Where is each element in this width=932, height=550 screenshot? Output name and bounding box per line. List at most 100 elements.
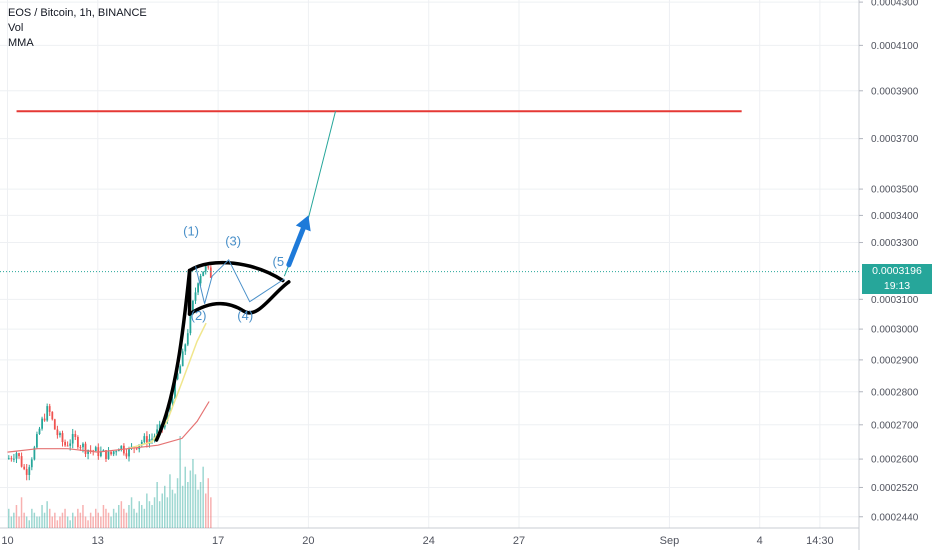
price-tick-label: 0.0003500 bbox=[871, 185, 919, 196]
price-tick-label: 0.0002800 bbox=[871, 387, 919, 398]
volume-bar bbox=[74, 516, 76, 528]
price-tick-label: 0.0002520 bbox=[871, 483, 919, 494]
volume-bar bbox=[138, 501, 140, 528]
volume-bar bbox=[128, 505, 130, 528]
candle-body bbox=[74, 434, 77, 437]
candle-body bbox=[66, 445, 69, 447]
candle-body bbox=[110, 451, 112, 455]
candle-body bbox=[94, 447, 97, 452]
candle-body bbox=[112, 451, 115, 455]
trend-curve-marker bbox=[154, 268, 192, 442]
candle-countdown-badge: 19:13 bbox=[862, 278, 932, 294]
upper-arc-marker bbox=[187, 260, 285, 283]
candle-body bbox=[146, 436, 148, 444]
volume-indicator-label[interactable]: Vol bbox=[8, 22, 24, 34]
candle-body bbox=[10, 458, 13, 460]
volume-bar bbox=[97, 512, 99, 528]
volume-bar bbox=[115, 512, 117, 528]
candle-body bbox=[197, 283, 199, 293]
price-tick-label: 0.0003300 bbox=[871, 238, 919, 249]
volume-bar bbox=[112, 508, 115, 528]
volume-bar bbox=[20, 497, 23, 528]
candle-body bbox=[174, 379, 176, 399]
volume-bar bbox=[95, 508, 97, 528]
volume-bar bbox=[120, 501, 123, 528]
elliott-waves: (1) (2) (3) (4) (5 bbox=[183, 224, 285, 323]
volume-bar bbox=[15, 505, 18, 528]
volume-bar bbox=[125, 512, 128, 528]
candle-body bbox=[20, 456, 23, 467]
volume-bar bbox=[107, 512, 110, 528]
price-tick-label: 0.0002440 bbox=[871, 512, 919, 523]
candle-body bbox=[69, 443, 72, 446]
candle-body bbox=[140, 441, 143, 445]
candle-body bbox=[79, 447, 82, 449]
candle-body bbox=[107, 451, 110, 459]
volume-bar bbox=[133, 508, 135, 528]
time-tick-label: 27 bbox=[513, 535, 525, 547]
candle-body bbox=[56, 429, 59, 436]
candle-body bbox=[28, 467, 31, 475]
time-tick-label: 14:30 bbox=[806, 535, 834, 547]
time-tick-label: Sep bbox=[660, 535, 680, 547]
volume-bar bbox=[202, 466, 204, 528]
volume-bar bbox=[64, 508, 66, 528]
candle-body bbox=[186, 333, 189, 345]
volume-bar bbox=[33, 512, 36, 528]
wave-label: (2) bbox=[191, 308, 207, 323]
candle-body bbox=[176, 373, 179, 380]
volume-bar bbox=[174, 493, 176, 528]
target-arrow-head bbox=[295, 215, 311, 232]
volume-bar bbox=[51, 516, 53, 528]
volume-bar bbox=[199, 482, 202, 528]
volume-bar bbox=[8, 508, 10, 528]
wave-path bbox=[195, 258, 285, 304]
volume-bar bbox=[210, 497, 212, 528]
volume-bar bbox=[181, 485, 184, 528]
candle-body bbox=[30, 459, 33, 468]
candle-body bbox=[38, 428, 41, 434]
candle-body bbox=[36, 434, 38, 448]
volume-bar bbox=[49, 508, 51, 528]
volume-bar bbox=[161, 493, 163, 528]
price-tick-label: 0.0002900 bbox=[871, 355, 919, 366]
volume-bar bbox=[171, 489, 174, 528]
volume-bar bbox=[82, 505, 84, 528]
volume-bar bbox=[23, 512, 25, 528]
candle-body bbox=[120, 445, 123, 450]
time-tick-label: 4 bbox=[757, 535, 763, 547]
time-tick-label: 13 bbox=[92, 535, 104, 547]
candle-body bbox=[84, 443, 87, 454]
candle-body bbox=[143, 436, 146, 442]
candle-body bbox=[135, 448, 138, 450]
volume-bar bbox=[84, 516, 87, 528]
candle-body bbox=[102, 450, 105, 452]
candle-body bbox=[89, 450, 92, 451]
volume-bar bbox=[207, 478, 209, 528]
volume-bar bbox=[46, 501, 48, 528]
volume-bar bbox=[56, 520, 59, 528]
volume-bar bbox=[164, 485, 166, 528]
volume-bars bbox=[8, 436, 212, 528]
volume-bar bbox=[176, 478, 179, 528]
volume-bar bbox=[189, 470, 192, 528]
mma-indicator-label[interactable]: MMA bbox=[8, 37, 34, 49]
volume-bar bbox=[28, 520, 30, 528]
candle-body bbox=[181, 351, 184, 367]
candle-body bbox=[41, 418, 43, 429]
price-tick-label: 0.0002600 bbox=[871, 455, 919, 466]
symbol-title[interactable]: EOS / Bitcoin, 1h, BINANCE bbox=[8, 7, 147, 19]
candle-body bbox=[184, 344, 187, 352]
candle-body bbox=[171, 398, 174, 404]
candle-body bbox=[71, 434, 74, 444]
volume-bar bbox=[102, 505, 105, 528]
candle-body bbox=[202, 271, 205, 276]
candle-body bbox=[125, 453, 128, 457]
price-tick-label: 0.0003000 bbox=[871, 325, 919, 336]
time-tick-label: 20 bbox=[302, 535, 314, 547]
volume-bar bbox=[38, 516, 41, 528]
candle-body bbox=[148, 439, 151, 444]
candle-body bbox=[77, 437, 79, 448]
